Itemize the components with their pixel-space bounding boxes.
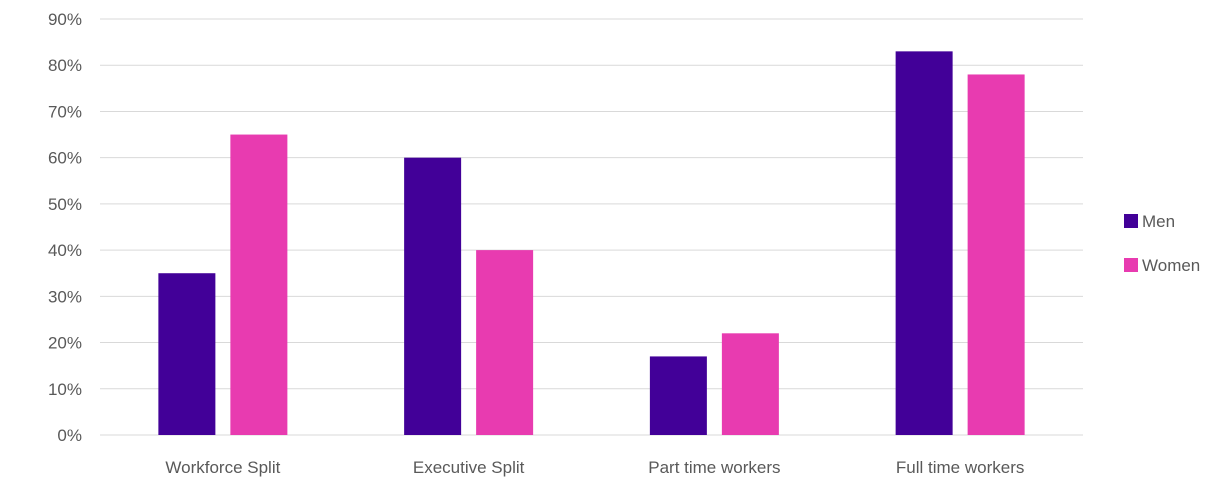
y-tick-label: 40%: [48, 241, 82, 260]
y-axis-ticks: 0% 10% 20% 30% 40% 50% 60% 70% 80% 90%: [48, 10, 82, 445]
bar-women-3: [721, 333, 779, 435]
bar-women-2: [476, 250, 534, 435]
y-tick-label: 10%: [48, 380, 82, 399]
bar-men-4: [895, 51, 953, 435]
y-tick-label: 50%: [48, 195, 82, 214]
y-tick-label: 30%: [48, 287, 82, 306]
x-category-label: Workforce Split: [165, 458, 280, 477]
legend-swatch-women: [1124, 258, 1138, 272]
bar-women-1: [230, 134, 288, 436]
y-tick-label: 80%: [48, 56, 82, 75]
x-category-label: Part time workers: [648, 458, 780, 477]
x-axis-categories: Workforce Split Executive Split Part time …: [165, 458, 1024, 477]
y-tick-label: 0%: [57, 426, 82, 445]
bars: [158, 51, 1025, 436]
x-category-label: Executive Split: [413, 458, 525, 477]
y-tick-label: 60%: [48, 149, 82, 168]
x-category-label: Full time workers: [896, 458, 1024, 477]
legend-swatch-men: [1124, 214, 1138, 228]
y-tick-label: 90%: [48, 10, 82, 29]
legend-label-women: Women: [1142, 256, 1200, 275]
y-tick-label: 20%: [48, 334, 82, 353]
bar-men-2: [404, 157, 462, 435]
legend: Men Women: [1124, 212, 1200, 275]
bar-women-4: [967, 74, 1025, 435]
legend-label-men: Men: [1142, 212, 1175, 231]
bar-men-1: [158, 273, 216, 435]
bar-men-3: [649, 356, 707, 435]
y-tick-label: 70%: [48, 102, 82, 121]
